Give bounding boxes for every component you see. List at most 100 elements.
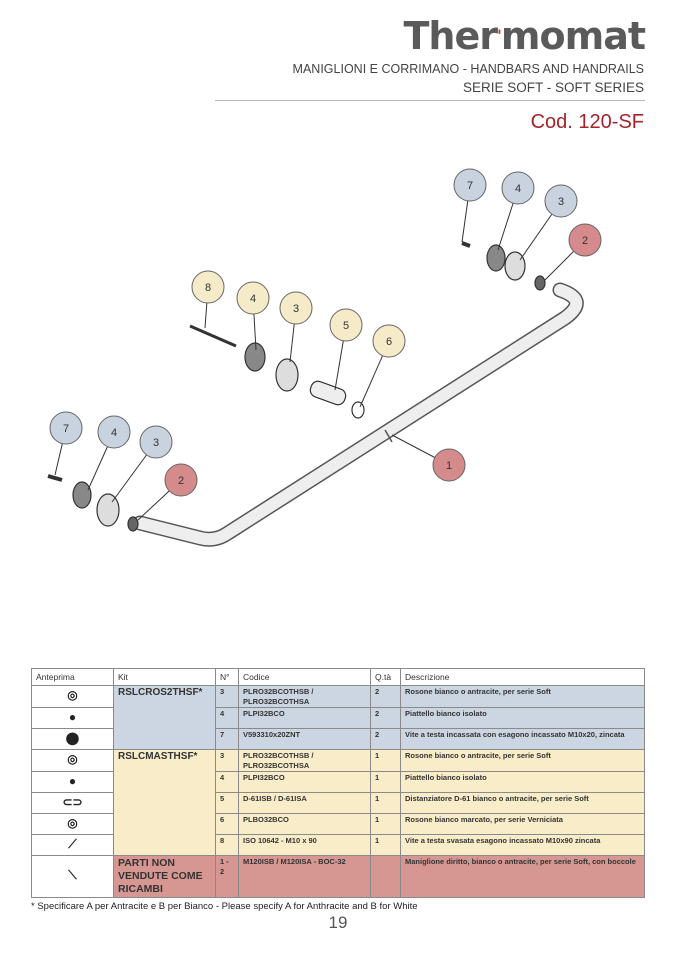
item-description: Rosone bianco o antracite, per serie Sof… — [400, 685, 645, 708]
table-row: ⟋ 8 ISO 10642 - M10 x 90 1 Vite a testa s… — [31, 834, 645, 856]
item-code: D-61ISB / D-61ISA — [238, 792, 371, 814]
preview-cell: ⊂⊃ — [31, 792, 114, 814]
item-qty: 2 — [370, 685, 401, 708]
item-number: 3 — [215, 685, 239, 708]
spacer-icon: ⊂⊃ — [62, 794, 83, 809]
table-row: ◎ 6 PLBO32BCO 1 Rosone bianco marcato, pe… — [31, 813, 645, 835]
callout-label: 3 — [293, 303, 299, 315]
item-description: Piattello bianco isolato — [400, 707, 645, 729]
item-number: 8 — [215, 834, 239, 856]
preview-cell: ◎ — [31, 813, 114, 835]
item-code: PLRO32BCOTHSB / PLRO32BCOTHSA — [238, 749, 371, 772]
callout-label: 8 — [205, 282, 211, 294]
item-code: PLBO32BCO — [238, 813, 371, 835]
header-anteprima: Anteprima — [31, 668, 114, 686]
item-qty: 2 — [370, 728, 401, 750]
exploded-diagram: 7 4 3 2 8 4 3 5 6 7 4 3 2 1 — [47, 168, 602, 547]
preview-cell: ● — [31, 771, 114, 793]
callout-3: 3 — [519, 184, 578, 261]
callouts: 7 4 3 2 8 4 3 5 6 7 4 3 2 1 — [49, 168, 602, 521]
callout-circle — [372, 324, 406, 358]
item-description: Rosone bianco marcato, per serie Vernici… — [400, 813, 645, 835]
table-row: ⊂⊃ 5 D-61ISB / D-61ISA 1 Distanziatore D-… — [31, 792, 645, 814]
callout-label: 7 — [467, 180, 473, 192]
callout-5: 5 — [329, 308, 363, 391]
callout-3: 3 — [111, 425, 173, 503]
rosette-icon: ◎ — [67, 752, 78, 767]
item-code: ISO 10642 - M10 x 90 — [238, 834, 371, 856]
item-qty: 1 — [370, 834, 401, 856]
callout-circle — [432, 448, 466, 482]
callout-circle — [97, 415, 131, 449]
callout-1: 1 — [391, 434, 466, 482]
callout-label: 6 — [386, 336, 392, 348]
item-description: Maniglione diritto, bianco o antracite, … — [400, 855, 645, 898]
item-number: 4 — [215, 707, 239, 729]
kit-name: PARTI NON VENDUTE COME RICAMBI — [113, 855, 216, 898]
callout-circle — [139, 425, 173, 459]
callout-2: 2 — [137, 463, 198, 521]
item-code: V593310x20ZNT — [238, 728, 371, 750]
item-description: Vite a testa incassata con esagono incas… — [400, 728, 645, 750]
callout-6: 6 — [359, 324, 406, 408]
callout-label: 7 — [63, 423, 69, 435]
item-description: Distanziatore D-61 bianco o antracite, p… — [400, 792, 645, 814]
callout-circle — [568, 223, 602, 257]
callout-label: 4 — [111, 427, 117, 439]
item-description: Vite a testa svasata esagono incassato M… — [400, 834, 645, 856]
item-number: 5 — [215, 792, 239, 814]
callout-circle — [329, 308, 363, 342]
header-kit: Kit — [113, 668, 216, 686]
preview-cell: ⬤ — [31, 728, 114, 750]
callout-3: 3 — [279, 291, 313, 363]
item-number: 7 — [215, 728, 239, 750]
item-qty: 1 — [370, 813, 401, 835]
bottom-section: Anteprima Kit N° Codice Q.tà Descrizione… — [31, 668, 645, 933]
callout-circle — [236, 281, 270, 315]
callout-label: 3 — [558, 196, 564, 208]
header-qta: Q.tà — [370, 668, 401, 686]
rosette-icon: ◎ — [67, 688, 78, 703]
item-number: 6 — [215, 813, 239, 835]
item-qty: 1 — [370, 792, 401, 814]
callout-label: 1 — [446, 460, 452, 472]
kit-name: RSLCROS2THSF* — [113, 685, 216, 750]
callout-4: 4 — [236, 281, 270, 351]
callout-circle — [191, 270, 225, 304]
callout-circle — [49, 411, 83, 445]
handrail-icon: ⟍ — [68, 868, 77, 883]
preview-cell: ⟍ — [31, 855, 114, 898]
thermomat-logo: Ther'momat — [403, 14, 646, 58]
callout-circle — [164, 463, 198, 497]
table-row: ⟍ PARTI NON VENDUTE COME RICAMBI 1 - 2 M12… — [31, 855, 645, 898]
subtitle-series: SERIE SOFT - SOFT SERIES — [462, 80, 644, 95]
table-row: ◎ RSLCROS2THSF* 3 PLRO32BCOTHSB / PLRO32BC… — [31, 685, 645, 750]
header-n: N° — [215, 668, 239, 686]
callout-2: 2 — [544, 223, 602, 281]
callout-label: 2 — [178, 475, 184, 487]
item-qty: 1 — [370, 771, 401, 793]
preview-cell: ◎ — [31, 685, 114, 708]
item-code: M120ISB / M120ISA - BOC-32 — [238, 855, 371, 898]
header-divider — [215, 100, 645, 101]
hardware-parts — [47, 241, 546, 532]
header-codice: Codice — [238, 668, 371, 686]
callout-circle — [453, 168, 487, 202]
long-screw-icon: ⟋ — [68, 836, 77, 851]
ring-icon: ◎ — [67, 815, 78, 830]
item-description: Rosone bianco o antracite, per serie Sof… — [400, 749, 645, 772]
header-descrizione: Descrizione — [400, 668, 645, 686]
callout-8: 8 — [191, 270, 225, 329]
table-row: ● 4 PLPI32BCO 1 Piattello bianco isolato — [31, 771, 645, 793]
footnote: * Specificare A per Antracite e B per Bi… — [31, 901, 418, 912]
callout-label: 4 — [250, 293, 256, 305]
callout-7: 7 — [453, 168, 487, 243]
item-qty: 2 — [370, 707, 401, 729]
table-row: ⬤ 7 V593310x20ZNT 2 Vite a testa incassat… — [31, 728, 645, 750]
preview-cell: ⟋ — [31, 834, 114, 856]
callout-circle — [544, 184, 578, 218]
callout-circle — [501, 171, 535, 205]
item-code: PLPI32BCO — [238, 707, 371, 729]
item-number: 3 — [215, 749, 239, 772]
subtitle-category: MANIGLIONI E CORRIMANO - HANDBARS AND HA… — [292, 62, 644, 76]
